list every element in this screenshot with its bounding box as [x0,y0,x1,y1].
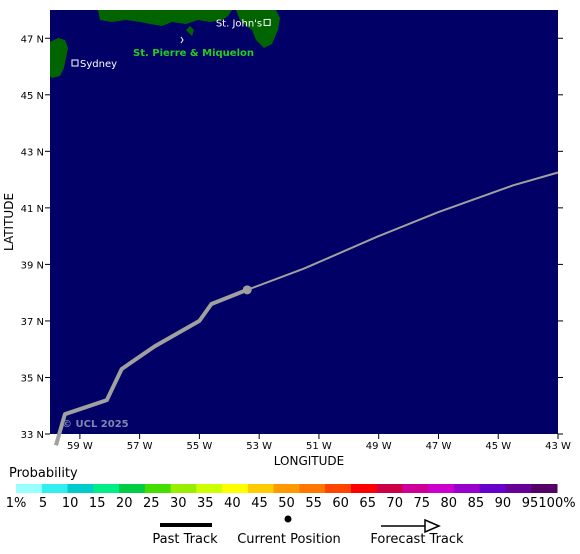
probability-scale-label: 100% [538,496,575,511]
probability-swatch [350,484,378,493]
probability-scale-label: 75 [414,496,431,511]
lon-tick-label: 59 W [67,441,93,452]
lat-tick-label: 37 N [21,317,44,328]
probability-swatch [222,484,249,493]
probability-scale-label: 85 [468,496,485,511]
probability-scale-label: 30 [170,496,187,511]
probability-swatch [67,484,94,493]
newfoundland-land [98,10,232,26]
probability-swatch [247,484,275,493]
probability-swatch [402,484,429,493]
forecast-track-legend-label: Forecast Track [370,532,464,547]
probability-swatch [144,484,172,493]
lon-tick-label: 55 W [187,441,213,452]
place-markers: St. John's Sydney [71,18,271,70]
lon-tick-label: 47 W [426,441,452,452]
nova-scotia-land [50,38,68,78]
lon-tick-label: 43 W [545,441,571,452]
probability-scale-label: 35 [197,496,214,511]
probability-swatch [41,484,69,493]
region-label: St. Pierre & Miquelon [133,48,254,59]
probability-scale-label: 20 [116,496,133,511]
probability-scale-label: 95 [522,496,539,511]
lat-tick-label: 39 N [21,260,44,271]
current-position-legend-dot [284,515,292,523]
current-position-legend-label: Current Position [237,532,341,547]
city-marker-icon [71,59,79,67]
probability-scale-label: 90 [495,496,512,511]
probability-swatch [454,484,481,493]
place-label: St. John's [216,18,262,29]
lat-tick-label: 35 N [21,373,44,384]
probability-scale-labels: 1% 5 10 15 20 25 30 35 40 45 50 55 60 65 70 75 80 85 90 95 1… [6,496,576,511]
lat-tick-label: 45 N [21,91,44,102]
probability-scale-label: 65 [359,496,376,511]
probability-scale-label: 60 [332,496,349,511]
probability-swatch [376,484,403,493]
probability-swatch [505,484,532,493]
forecast-track-line [246,171,559,291]
island-marker-icon [180,36,184,44]
probability-scale-label: 70 [386,496,403,511]
place-label: Sydney [80,59,117,70]
past-track-line [54,287,248,446]
probability-swatch [325,484,352,493]
legend: Past Track Current Position Forecast Tra… [152,515,464,547]
lon-tick-label: 45 W [485,441,511,452]
probability-scale-label: 5 [39,496,47,511]
x-axis-title: LONGITUDE [274,454,344,468]
forecast-arrow-icon [424,518,441,534]
probability-swatch [119,484,146,493]
ocean-background [50,10,558,434]
latitude-tick-labels: 47 N 45 N 43 N 41 N 39 N 37 N 35 N 33 N [21,34,44,441]
probability-scale-label: 25 [143,496,160,511]
probability-scale-label: 50 [278,496,295,511]
probability-swatch [479,484,506,493]
lon-tick-label: 57 W [127,441,153,452]
probability-swatch [531,484,558,493]
probability-title: Probability [9,466,78,481]
lon-tick-label: 53 W [246,441,272,452]
lon-tick-label: 49 W [366,441,392,452]
longitude-tick-labels: 59 W 57 W 55 W 53 W 51 W 49 W 47 W 45 W 43 W [67,441,571,452]
probability-swatch [93,484,120,493]
probability-scale-label: 45 [251,496,268,511]
probability-swatch [299,484,326,493]
probability-swatch [428,484,455,493]
lon-tick-label: 51 W [306,441,332,452]
lat-tick-label: 41 N [21,204,44,215]
probability-swatch [16,484,43,493]
lat-tick-label: 33 N [21,430,44,441]
probability-scale-label: 55 [305,496,322,511]
current-position-marker [242,285,252,295]
probability-scale-label: 40 [224,496,241,511]
lat-tick-label: 43 N [21,147,44,158]
probability-scale-label: 80 [441,496,458,511]
probability-color-scale [16,484,558,493]
city-marker-icon [263,18,271,26]
burin-land [186,26,194,36]
axis-ticks [45,37,563,439]
probability-swatch [196,484,223,493]
lat-tick-label: 47 N [21,34,44,45]
probability-swatch [273,484,300,493]
probability-swatch [170,484,197,493]
y-axis-title: LATITUDE [2,193,16,251]
probability-scale-label: 15 [89,496,106,511]
probability-scale-label: 10 [62,496,79,511]
copyright-credit: © UCL 2025 [62,419,129,430]
probability-scale-label: 1% [6,496,27,511]
past-track-legend-label: Past Track [152,532,218,547]
